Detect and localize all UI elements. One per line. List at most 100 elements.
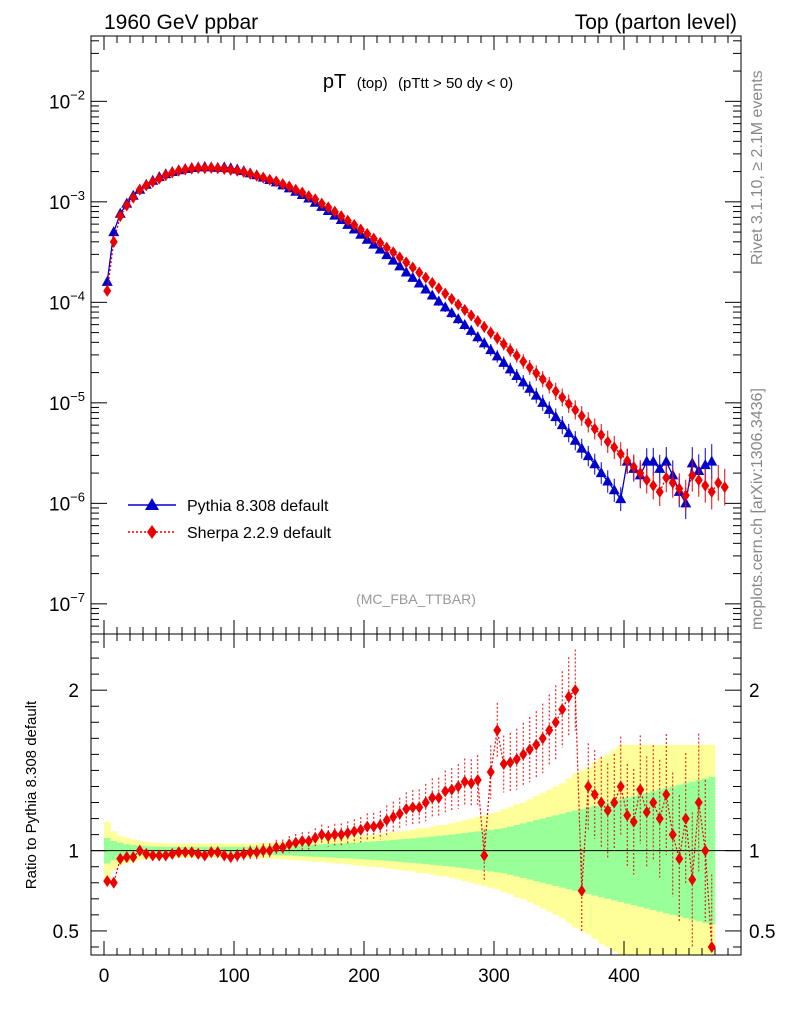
legend-marker-sherpa bbox=[147, 525, 157, 539]
y-tick-label: 10−5 bbox=[49, 389, 85, 415]
data-point-sherpa bbox=[343, 214, 352, 227]
ratio-point-sherpa bbox=[688, 873, 697, 886]
main-panel-frame bbox=[90, 35, 742, 635]
data-point-sherpa bbox=[259, 171, 268, 184]
ratio-point-sherpa bbox=[187, 846, 196, 859]
ratio-series-layer bbox=[103, 649, 716, 955]
ratio-point-sherpa bbox=[324, 830, 333, 843]
data-point-sherpa bbox=[298, 186, 307, 199]
data-point-pythia bbox=[465, 324, 477, 335]
ratio-point-sherpa bbox=[662, 788, 671, 801]
data-point-sherpa bbox=[441, 287, 450, 300]
data-point-pythia bbox=[543, 403, 555, 414]
ratio-point-sherpa bbox=[610, 796, 619, 809]
data-point-sherpa bbox=[720, 481, 729, 494]
data-point-pythia bbox=[439, 301, 451, 312]
data-point-pythia bbox=[569, 434, 581, 445]
data-point-sherpa bbox=[207, 161, 216, 174]
ratio-point-sherpa bbox=[434, 791, 443, 804]
ratio-point-sherpa bbox=[116, 852, 125, 865]
data-point-sherpa bbox=[278, 178, 287, 191]
ratio-point-sherpa bbox=[415, 801, 424, 814]
data-point-pythia bbox=[478, 337, 490, 348]
ratio-point-sherpa bbox=[226, 851, 235, 864]
data-point-sherpa bbox=[415, 266, 424, 279]
data-point-sherpa bbox=[564, 397, 573, 410]
data-point-pythia bbox=[706, 455, 718, 466]
ratio-point-sherpa bbox=[200, 849, 209, 862]
data-point-sherpa bbox=[629, 460, 638, 473]
data-point-pythia bbox=[413, 277, 425, 288]
data-point-sherpa bbox=[382, 241, 391, 254]
ratio-point-sherpa bbox=[213, 846, 222, 859]
ratio-point-sherpa bbox=[363, 820, 372, 833]
ratio-point-sherpa bbox=[122, 851, 131, 864]
data-point-sherpa bbox=[194, 162, 203, 175]
ratio-ylabel: Ratio to Pythia 8.308 default bbox=[23, 700, 40, 889]
data-point-pythia bbox=[608, 484, 620, 495]
data-point-pythia bbox=[660, 455, 672, 466]
data-point-sherpa bbox=[584, 416, 593, 429]
ratio-point-sherpa bbox=[681, 812, 690, 825]
ratio-point-sherpa bbox=[350, 825, 359, 838]
data-point-sherpa bbox=[272, 175, 281, 188]
data-point-sherpa bbox=[402, 256, 411, 269]
ratio-y-tick-label-left: 0.5 bbox=[53, 922, 79, 943]
ratio-point-sherpa bbox=[623, 809, 632, 822]
data-point-sherpa bbox=[447, 292, 456, 305]
data-point-sherpa bbox=[610, 441, 619, 454]
data-point-pythia bbox=[504, 363, 516, 374]
data-point-sherpa bbox=[395, 251, 404, 264]
ratio-point-sherpa bbox=[103, 875, 112, 888]
data-point-pythia bbox=[563, 427, 575, 438]
data-point-sherpa bbox=[337, 210, 346, 223]
data-point-sherpa bbox=[369, 232, 378, 245]
data-point-sherpa bbox=[675, 482, 684, 495]
data-point-sherpa bbox=[174, 164, 183, 177]
data-point-pythia bbox=[485, 344, 497, 355]
data-point-sherpa bbox=[499, 337, 508, 350]
data-point-sherpa bbox=[506, 344, 515, 357]
ratio-point-sherpa bbox=[129, 851, 138, 864]
x-tick-label: 100 bbox=[218, 966, 250, 987]
data-point-pythia bbox=[407, 271, 419, 282]
data-point-sherpa bbox=[525, 361, 534, 374]
ratio-point-sherpa bbox=[545, 724, 554, 737]
x-tick-label: 0 bbox=[99, 966, 110, 987]
ratio-point-sherpa bbox=[532, 738, 541, 751]
ratio-point-sherpa bbox=[343, 827, 352, 840]
data-point-sherpa bbox=[532, 367, 541, 380]
ratio-point-sherpa bbox=[135, 844, 144, 857]
ratio-point-sherpa bbox=[486, 766, 495, 779]
data-point-sherpa bbox=[155, 172, 164, 185]
data-point-sherpa bbox=[701, 479, 710, 492]
data-point-sherpa bbox=[311, 193, 320, 206]
data-point-sherpa bbox=[226, 163, 235, 176]
ratio-point-sherpa bbox=[571, 684, 580, 697]
ratio-uncertainty-bands bbox=[91, 744, 741, 955]
ratio-point-sherpa bbox=[506, 756, 515, 769]
data-point-sherpa bbox=[551, 385, 560, 398]
data-point-sherpa bbox=[428, 276, 437, 289]
ratio-point-sherpa bbox=[473, 774, 482, 787]
ratio-point-sherpa bbox=[174, 846, 183, 859]
data-point-pythia bbox=[537, 396, 549, 407]
data-point-sherpa bbox=[636, 467, 645, 480]
ratio-point-sherpa bbox=[330, 828, 339, 841]
data-point-pythia bbox=[459, 318, 471, 329]
ratio-point-sherpa bbox=[291, 836, 300, 849]
data-point-pythia bbox=[400, 266, 412, 277]
data-point-pythia bbox=[550, 411, 562, 422]
data-point-sherpa bbox=[265, 173, 274, 186]
ratio-point-sherpa bbox=[499, 758, 508, 771]
data-point-sherpa bbox=[668, 476, 677, 489]
data-point-sherpa bbox=[220, 163, 229, 176]
data-point-pythia bbox=[576, 442, 588, 453]
plot-title: pT (top) (pTtt > 50 dy < 0) bbox=[323, 71, 513, 93]
x-tick-label: 300 bbox=[478, 966, 510, 987]
data-point-sherpa bbox=[116, 210, 125, 223]
data-point-sherpa bbox=[642, 474, 651, 487]
data-point-pythia bbox=[452, 313, 464, 324]
ratio-point-sherpa bbox=[454, 780, 463, 793]
